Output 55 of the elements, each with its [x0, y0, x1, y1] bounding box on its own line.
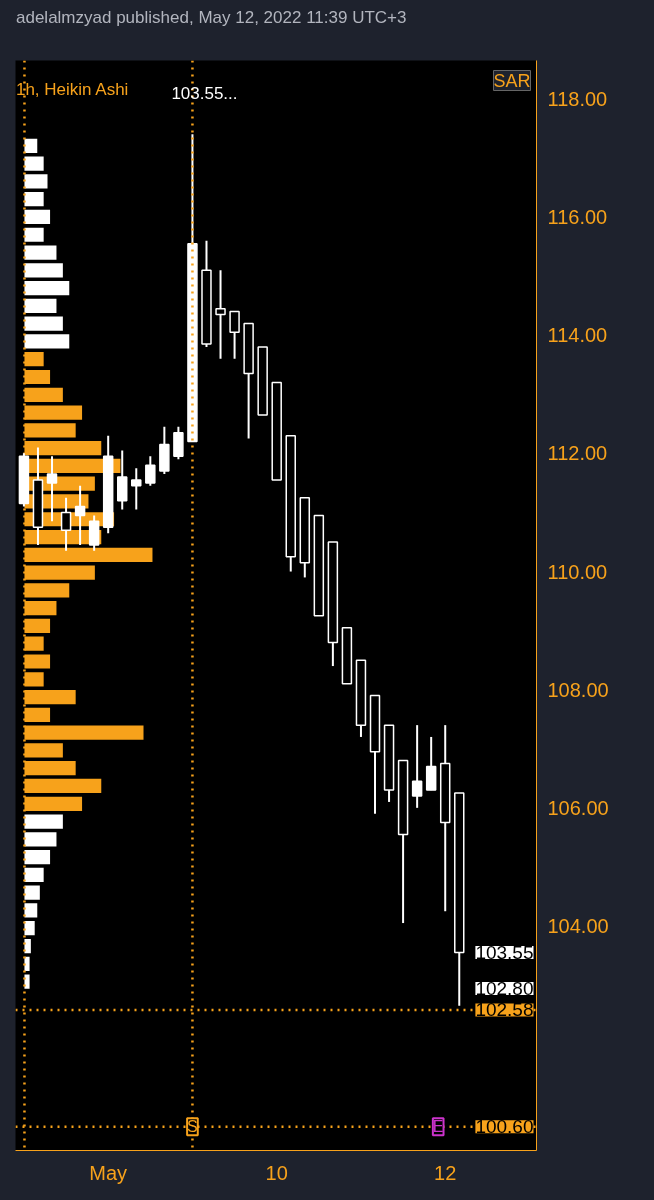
bar	[24, 192, 44, 207]
y-tick-label: 114.00	[547, 324, 608, 347]
bar	[24, 956, 30, 971]
annotation: S	[187, 1118, 198, 1136]
bar	[24, 867, 44, 882]
ref-line-label: 102.58	[475, 999, 534, 1021]
bar	[24, 849, 51, 865]
candlestick	[425, 735, 437, 792]
bar	[24, 280, 70, 296]
bar	[24, 316, 63, 331]
x-tick-label: May	[89, 1161, 128, 1184]
ref-line-label: 100.60	[475, 1116, 534, 1138]
bar	[24, 938, 31, 954]
candlestick	[215, 269, 226, 360]
y-tick-label: 116.00	[547, 206, 608, 229]
y-tick-label: 108.00	[547, 678, 609, 701]
text: SAR	[493, 70, 531, 91]
candlestick	[74, 484, 86, 546]
bar	[24, 298, 57, 313]
bar	[24, 832, 57, 847]
text: 102.80	[475, 978, 534, 1000]
y-tick-label: 110.00	[547, 560, 608, 583]
x-tick-label: 12	[434, 1161, 457, 1184]
annotation: E	[432, 1118, 444, 1136]
bar	[24, 263, 63, 278]
candlestick	[116, 449, 128, 511]
bar	[24, 903, 38, 918]
candlestick	[60, 496, 72, 552]
candlestick	[131, 467, 142, 511]
candlestick	[173, 425, 184, 461]
candlestick	[229, 310, 240, 360]
y-tick-label: 106.00	[547, 796, 609, 819]
y-tick-label: 118.00	[547, 87, 608, 110]
bar	[24, 209, 51, 225]
bar	[24, 174, 48, 189]
bar	[24, 156, 44, 171]
text: 1h, Heikin Ashi	[15, 79, 129, 99]
bar	[24, 921, 35, 936]
candlestick	[411, 724, 423, 809]
x-tick-label: 10	[265, 1161, 288, 1184]
text: 103.55	[475, 942, 534, 964]
candlestick	[145, 455, 156, 487]
candlestick	[88, 514, 100, 552]
candlestick	[46, 455, 58, 523]
bar	[24, 138, 38, 153]
y-tick-label: 104.00	[547, 915, 609, 937]
text: 103.55...	[171, 83, 238, 103]
bar	[24, 814, 63, 829]
bar	[24, 245, 57, 260]
text: adelalmzyad published, May 12, 2022 11:39 UTC+3	[16, 7, 407, 29]
y-tick-label: 112.00	[547, 442, 608, 465]
bar	[24, 885, 40, 900]
bar	[24, 974, 30, 989]
bar	[24, 334, 70, 349]
bar	[24, 227, 44, 242]
